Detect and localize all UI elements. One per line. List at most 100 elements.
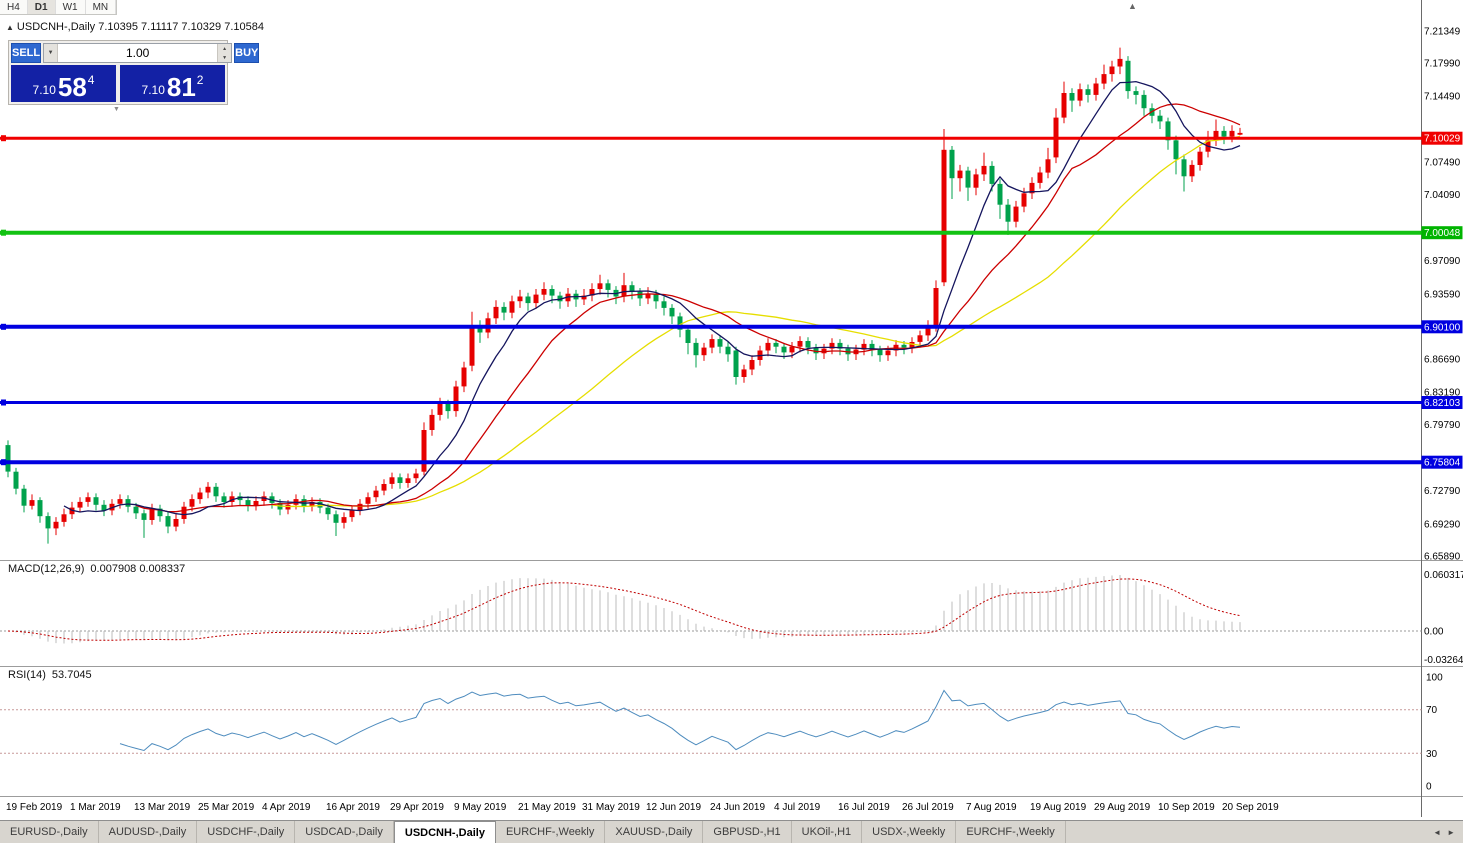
symbol-tab-xauusd-daily[interactable]: XAUUSD-,Daily — [605, 821, 704, 843]
candle-body — [389, 477, 395, 484]
candle-body — [789, 346, 795, 353]
price-axis-label: 7.07490 — [1424, 158, 1461, 169]
price-axis-label: 6.69290 — [1424, 519, 1461, 530]
candle-body — [1005, 204, 1011, 222]
date-axis-label: 16 Jul 2019 — [838, 802, 890, 813]
candle-body — [1133, 91, 1139, 95]
chart-canvas[interactable]: 7.21349 7.17990 7.14490 7.07490 7.04090 6.970… — [0, 0, 1463, 820]
candle-body — [621, 285, 627, 297]
candle-body — [1077, 89, 1083, 101]
sell-price-display[interactable]: 7.10 58 4 — [11, 65, 116, 102]
symbol-tab-eurchf-weekly[interactable]: EURCHF-,Weekly — [496, 821, 606, 843]
timeframe-button-d1[interactable]: D1 — [27, 0, 56, 14]
candle-body — [1165, 121, 1171, 141]
candle-body — [797, 341, 803, 347]
date-axis-label: 19 Feb 2019 — [6, 802, 63, 813]
candle-body — [1021, 193, 1027, 207]
candle-body — [1069, 93, 1075, 101]
symbol-tabs: EURUSD-,Daily AUDUSD-,Daily USDCHF-,Daily U… — [0, 821, 1066, 843]
candle-body — [141, 513, 147, 520]
candle-body — [245, 500, 251, 506]
candle-body — [365, 497, 371, 504]
timeframe-button-h4[interactable]: H4 — [0, 0, 28, 14]
candle-body — [869, 343, 875, 350]
candle-body — [1109, 66, 1115, 75]
candle-body — [21, 488, 27, 506]
rsi-label: RSI(14) 53.7045 — [8, 669, 92, 681]
date-axis-label: 7 Aug 2019 — [966, 802, 1017, 813]
candle-body — [381, 484, 387, 491]
timeframe-button-mn[interactable]: MN — [86, 0, 117, 14]
ohlc-text: USDCNH-,Daily 7.10395 7.11117 7.10329 7.… — [16, 21, 264, 33]
widget-collapse-icon[interactable]: ▼ — [113, 106, 120, 113]
level-line-handle — [1, 459, 6, 466]
candle-body — [157, 508, 163, 517]
date-axis-label: 25 Mar 2019 — [198, 802, 255, 813]
candle-body — [61, 514, 67, 522]
symbol-tab-gbpusd-h1[interactable]: GBPUSD-,H1 — [703, 821, 792, 843]
macd-label: MACD(12,26,9) 0.007908 0.008337 — [8, 563, 185, 575]
candle-body — [29, 500, 35, 506]
candle-body — [533, 294, 539, 304]
scroll-to-end-icon[interactable]: ▲ — [1128, 1, 1137, 11]
candle-body — [453, 386, 459, 412]
symbol-tab-eurusd-daily[interactable]: EURUSD-,Daily — [0, 821, 99, 843]
level-line-handle — [1, 323, 6, 330]
candle-body — [981, 165, 987, 175]
candle-body — [77, 501, 83, 508]
symbol-tab-ukoil-h1[interactable]: UKOil-,H1 — [792, 821, 863, 843]
price-axis-label: 6.97090 — [1424, 256, 1461, 267]
macd-name: MACD(12,26,9) — [8, 563, 85, 575]
buy-price-prefix: 7.10 — [141, 83, 165, 97]
candle-body — [165, 516, 171, 527]
symbol-tab-usdx-weekly[interactable]: USDX-,Weekly — [862, 821, 957, 843]
candle-body — [101, 504, 107, 511]
candle-body — [581, 295, 587, 300]
buy-button[interactable]: BUY — [234, 43, 260, 63]
volume-down-icon[interactable]: ▼ — [222, 54, 228, 61]
candle-body — [829, 342, 835, 349]
symbol-tab-usdchf-daily[interactable]: USDCHF-,Daily — [197, 821, 296, 843]
chart-collapse-icon[interactable]: ▲ — [6, 23, 14, 32]
tab-scroll-left-icon[interactable]: ◄ — [1433, 827, 1442, 837]
symbol-tab-eurchf-weekly[interactable]: EURCHF-,Weekly — [956, 821, 1066, 843]
price-level-badge — [1421, 320, 1463, 334]
buy-price-big: 81 — [166, 72, 196, 102]
candle-body — [181, 506, 187, 519]
symbol-tab-usdcnh-daily[interactable]: USDCNH-,Daily — [393, 821, 496, 843]
buy-price-display[interactable]: 7.10 81 2 — [120, 65, 225, 102]
candle-body — [925, 327, 931, 336]
candle-body — [237, 496, 243, 501]
candle-body — [645, 293, 651, 299]
symbol-tab-audusd-daily[interactable]: AUDUSD-,Daily — [99, 821, 198, 843]
date-axis-label: 26 Jul 2019 — [902, 802, 954, 813]
candle-body — [1125, 60, 1131, 92]
volume-up-icon[interactable]: ▲ — [222, 45, 228, 52]
symbol-tab-usdcad-daily[interactable]: USDCAD-,Daily — [295, 821, 394, 843]
price-level-badge — [1421, 396, 1463, 409]
candle-body — [909, 342, 915, 348]
date-axis-label: 16 Apr 2019 — [326, 802, 380, 813]
tab-scroll-right-icon[interactable]: ► — [1447, 827, 1455, 837]
candle-body — [837, 342, 843, 349]
candle-body — [1173, 140, 1179, 160]
candle-body — [517, 296, 523, 302]
timeframe-button-w1[interactable]: W1 — [56, 0, 86, 14]
chart-ohlc-label: ▲ USDCNH-,Daily 7.10395 7.11117 7.10329 7… — [6, 21, 264, 33]
sell-button[interactable]: SELL — [11, 43, 42, 63]
date-axis-label: 13 Mar 2019 — [134, 802, 191, 813]
volume-dropdown-icon[interactable]: ▼ — [44, 44, 59, 62]
price-axis-label: 6.86690 — [1424, 355, 1461, 366]
candle-body — [149, 508, 155, 520]
candle-body — [333, 514, 339, 523]
level-line-handle — [1, 135, 6, 142]
candle-body — [725, 346, 731, 355]
volume-input[interactable] — [58, 44, 218, 62]
candle-body — [421, 430, 427, 472]
candle-body — [1037, 172, 1043, 183]
candle-body — [781, 346, 787, 353]
price-axis-label: 6.93590 — [1424, 289, 1461, 300]
date-axis-label: 29 Aug 2019 — [1094, 802, 1151, 813]
candle-body — [821, 348, 827, 354]
